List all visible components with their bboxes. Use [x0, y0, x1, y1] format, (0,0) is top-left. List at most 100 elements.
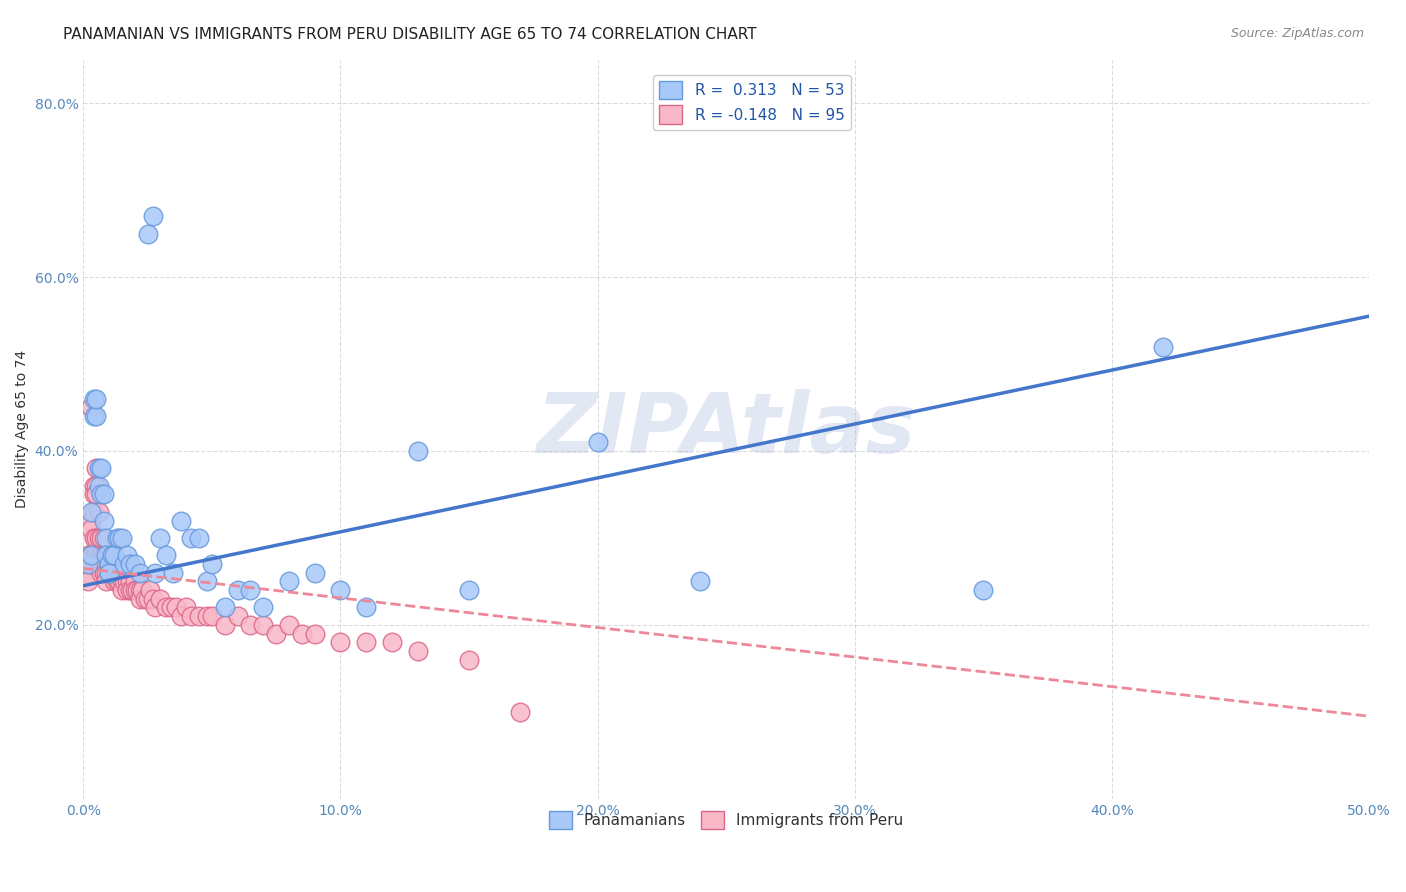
- Point: [509, 705, 531, 719]
- Point: [87, 549, 110, 563]
- Point: [195, 574, 218, 589]
- Point: [83, 505, 105, 519]
- Point: [134, 591, 156, 606]
- Point: [115, 574, 138, 589]
- Y-axis label: Disability Age 65 to 74: Disability Age 65 to 74: [15, 351, 30, 508]
- Point: [149, 531, 172, 545]
- Point: [96, 557, 118, 571]
- Point: [162, 566, 184, 580]
- Point: [291, 626, 314, 640]
- Point: [83, 549, 105, 563]
- Point: [98, 566, 121, 580]
- Point: [136, 591, 159, 606]
- Point: [96, 574, 118, 589]
- Point: [111, 531, 134, 545]
- Point: [96, 531, 118, 545]
- Point: [98, 549, 121, 563]
- Point: [77, 557, 100, 571]
- Point: [139, 583, 162, 598]
- Point: [143, 566, 166, 580]
- Point: [96, 549, 118, 563]
- Point: [84, 549, 107, 563]
- Point: [972, 583, 994, 598]
- Text: Source: ZipAtlas.com: Source: ZipAtlas.com: [1230, 27, 1364, 40]
- Point: [128, 591, 150, 606]
- Point: [239, 583, 262, 598]
- Point: [406, 444, 429, 458]
- Point: [90, 566, 112, 580]
- Point: [149, 591, 172, 606]
- Point: [114, 566, 136, 580]
- Point: [93, 557, 115, 571]
- Point: [127, 583, 149, 598]
- Point: [381, 635, 404, 649]
- Point: [80, 557, 103, 571]
- Point: [111, 574, 134, 589]
- Point: [201, 609, 224, 624]
- Point: [87, 461, 110, 475]
- Point: [165, 600, 187, 615]
- Point: [84, 531, 107, 545]
- Point: [118, 574, 141, 589]
- Point: [80, 522, 103, 536]
- Point: [108, 557, 131, 571]
- Point: [98, 566, 121, 580]
- Point: [83, 409, 105, 424]
- Point: [406, 644, 429, 658]
- Point: [170, 609, 193, 624]
- Point: [118, 583, 141, 598]
- Point: [100, 549, 122, 563]
- Point: [118, 557, 141, 571]
- Point: [98, 557, 121, 571]
- Point: [354, 600, 377, 615]
- Point: [83, 531, 105, 545]
- Point: [264, 626, 287, 640]
- Point: [84, 392, 107, 406]
- Point: [159, 600, 181, 615]
- Point: [136, 227, 159, 241]
- Point: [77, 549, 100, 563]
- Point: [105, 574, 128, 589]
- Point: [111, 583, 134, 598]
- Point: [93, 487, 115, 501]
- Point: [93, 531, 115, 545]
- Point: [108, 566, 131, 580]
- Point: [77, 566, 100, 580]
- Point: [96, 549, 118, 563]
- Point: [180, 609, 202, 624]
- Text: PANAMANIAN VS IMMIGRANTS FROM PERU DISABILITY AGE 65 TO 74 CORRELATION CHART: PANAMANIAN VS IMMIGRANTS FROM PERU DISAB…: [63, 27, 756, 42]
- Point: [115, 549, 138, 563]
- Point: [90, 487, 112, 501]
- Point: [98, 566, 121, 580]
- Point: [108, 531, 131, 545]
- Point: [252, 600, 274, 615]
- Point: [354, 635, 377, 649]
- Point: [689, 574, 711, 589]
- Point: [180, 531, 202, 545]
- Point: [195, 609, 218, 624]
- Point: [128, 566, 150, 580]
- Point: [188, 531, 211, 545]
- Point: [80, 549, 103, 563]
- Point: [87, 531, 110, 545]
- Point: [75, 566, 97, 580]
- Point: [80, 401, 103, 415]
- Point: [90, 549, 112, 563]
- Point: [143, 600, 166, 615]
- Point: [100, 549, 122, 563]
- Point: [142, 591, 165, 606]
- Point: [93, 566, 115, 580]
- Point: [103, 549, 125, 563]
- Point: [96, 566, 118, 580]
- Point: [84, 461, 107, 475]
- Point: [155, 600, 177, 615]
- Point: [121, 583, 143, 598]
- Point: [188, 609, 211, 624]
- Text: ZIPAtlas: ZIPAtlas: [537, 389, 915, 470]
- Point: [128, 583, 150, 598]
- Point: [84, 479, 107, 493]
- Point: [114, 557, 136, 571]
- Point: [87, 479, 110, 493]
- Point: [100, 566, 122, 580]
- Point: [105, 566, 128, 580]
